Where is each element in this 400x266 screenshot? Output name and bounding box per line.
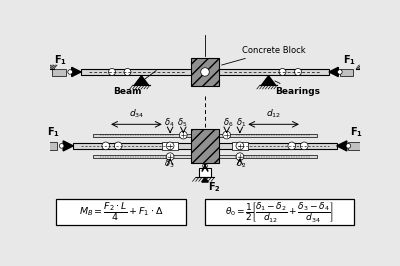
Text: $d_{12}$: $d_{12}$ — [266, 107, 281, 120]
Polygon shape — [63, 141, 73, 151]
Text: $\mathbf{F_1}$: $\mathbf{F_1}$ — [343, 53, 356, 66]
Circle shape — [124, 68, 131, 76]
Bar — [191, 58, 219, 86]
Text: $\delta_4$: $\delta_4$ — [164, 116, 175, 128]
Bar — [81, 69, 329, 75]
Circle shape — [180, 131, 187, 139]
Bar — [93, 155, 317, 158]
Circle shape — [166, 142, 174, 150]
Circle shape — [236, 153, 244, 160]
Circle shape — [102, 142, 110, 150]
Bar — [56, 199, 186, 225]
Circle shape — [108, 68, 116, 76]
Circle shape — [201, 68, 209, 76]
Text: $\mathbf{F_1}$: $\mathbf{F_1}$ — [47, 125, 60, 139]
Polygon shape — [337, 141, 347, 151]
Text: $\mathbf{F_2}$: $\mathbf{F_2}$ — [208, 180, 221, 194]
Polygon shape — [134, 76, 148, 85]
Polygon shape — [262, 76, 276, 85]
Bar — [162, 142, 178, 150]
Bar — [340, 69, 353, 76]
Circle shape — [338, 70, 342, 74]
Bar — [205, 199, 354, 225]
Text: $\delta_1$: $\delta_1$ — [236, 116, 246, 128]
Text: Concrete Block: Concrete Block — [222, 46, 306, 65]
Text: $d_{34}$: $d_{34}$ — [129, 107, 144, 120]
Bar — [73, 143, 337, 149]
Circle shape — [294, 68, 302, 76]
Bar — [191, 129, 219, 163]
Text: $\delta_2$: $\delta_2$ — [236, 158, 246, 170]
Polygon shape — [329, 67, 338, 77]
Bar — [52, 69, 66, 76]
Text: $\delta_5$: $\delta_5$ — [176, 116, 187, 128]
Bar — [199, 168, 211, 177]
Circle shape — [300, 142, 308, 150]
Circle shape — [288, 142, 296, 150]
Text: $\delta_3$: $\delta_3$ — [164, 158, 174, 170]
Bar — [232, 142, 248, 150]
Polygon shape — [72, 67, 81, 77]
Text: Bearings: Bearings — [275, 81, 320, 97]
Bar — [93, 134, 317, 137]
Circle shape — [223, 131, 230, 139]
Circle shape — [59, 144, 64, 148]
Circle shape — [203, 164, 207, 168]
Text: $\delta_6$: $\delta_6$ — [223, 116, 234, 128]
Text: $\theta_0 = \dfrac{1}{2}\!\left[\dfrac{\delta_1 - \delta_2}{d_{12}} + \dfrac{\de: $\theta_0 = \dfrac{1}{2}\!\left[\dfrac{\… — [225, 200, 334, 224]
Text: Beam: Beam — [113, 70, 156, 97]
Circle shape — [166, 153, 174, 160]
Circle shape — [279, 68, 286, 76]
Text: $M_B = \dfrac{F_2 \cdot L}{4} + F_1 \cdot \Delta$: $M_B = \dfrac{F_2 \cdot L}{4} + F_1 \cdo… — [79, 201, 164, 223]
Circle shape — [68, 70, 72, 74]
Bar — [348, 142, 364, 150]
Polygon shape — [202, 177, 208, 182]
Bar — [42, 142, 57, 150]
Circle shape — [114, 142, 122, 150]
Text: $\mathbf{F_1}$: $\mathbf{F_1}$ — [54, 53, 67, 66]
Circle shape — [236, 142, 244, 150]
Text: $\mathbf{F_1}$: $\mathbf{F_1}$ — [350, 125, 363, 139]
Circle shape — [346, 144, 351, 148]
